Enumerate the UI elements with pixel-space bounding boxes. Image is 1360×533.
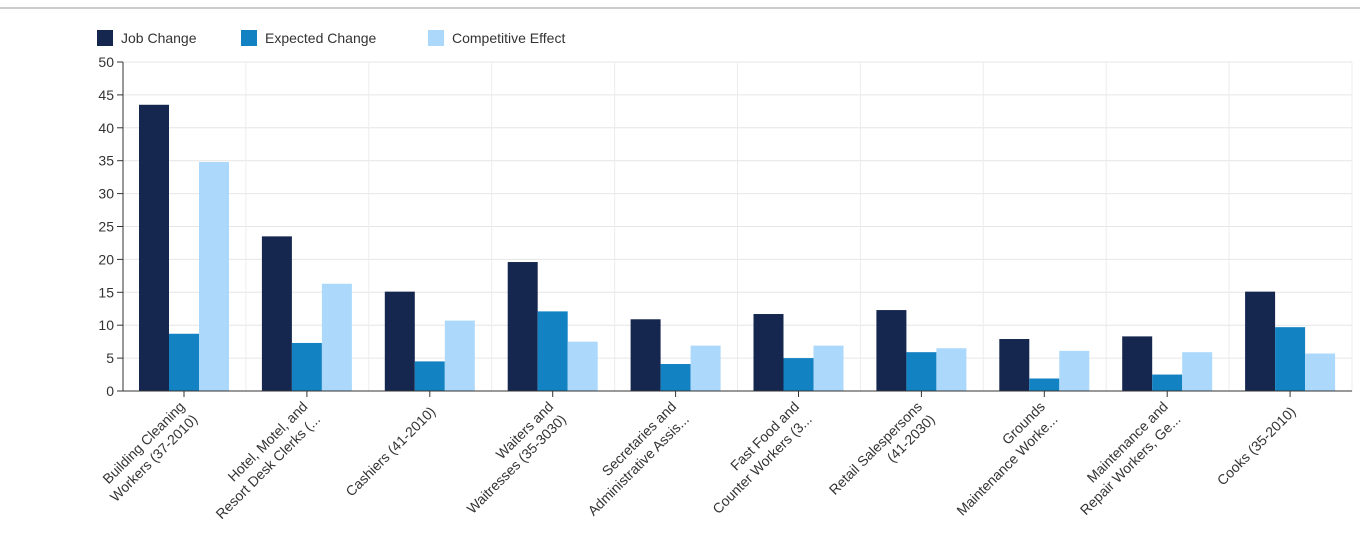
bar-expected-change[interactable] (783, 358, 814, 391)
y-tick-label: 45 (98, 87, 114, 103)
x-axis-category-labels: Building CleaningWorkers (37-2010) Hotel,… (94, 398, 1299, 522)
bar-competitive-effect[interactable] (567, 341, 598, 391)
y-tick-label: 15 (98, 284, 114, 300)
bar-job-change[interactable] (876, 310, 907, 391)
legend-label: Job Change (121, 30, 197, 46)
bar-expected-change[interactable] (906, 352, 937, 391)
legend-label: Expected Change (265, 30, 377, 46)
bar-expected-change[interactable] (414, 361, 445, 391)
bar-job-change[interactable] (999, 339, 1030, 391)
bar-competitive-effect[interactable] (690, 345, 721, 391)
legend-item-job-change[interactable]: Job Change (97, 30, 197, 46)
legend-item-expected-change[interactable]: Expected Change (241, 30, 377, 46)
x-category-label: Cashiers (41-2010) (342, 403, 438, 499)
bar-job-change[interactable] (261, 236, 292, 391)
x-category-label: Cooks (35-2010) (1214, 403, 1299, 488)
y-tick-label: 20 (98, 251, 114, 267)
bar-expected-change[interactable] (537, 311, 568, 391)
grid (122, 61, 1353, 392)
bar-competitive-effect[interactable] (199, 162, 229, 391)
legend-swatch (241, 30, 257, 46)
bar-expected-change[interactable] (660, 364, 691, 391)
x-category-label: Hotel, Motel, andResort Desk Clerks (... (200, 398, 324, 522)
y-tick-label: 5 (106, 350, 114, 366)
bar-expected-change[interactable] (291, 342, 322, 391)
bar-expected-change[interactable] (1029, 378, 1060, 391)
y-axis-tick-labels: 0 5 10 15 20 25 30 35 40 45 50 (98, 54, 114, 399)
legend-swatch (428, 30, 444, 46)
bar-expected-change[interactable] (1275, 327, 1306, 391)
bar-expected-change[interactable] (1152, 374, 1183, 391)
x-category-label: Maintenance andRepair Workers, Ge... (1064, 398, 1184, 518)
bar-competitive-effect[interactable] (321, 283, 352, 391)
y-tick-label: 30 (98, 186, 114, 202)
legend-item-competitive-effect[interactable]: Competitive Effect (428, 30, 565, 46)
y-tick-label: 50 (98, 54, 114, 70)
y-tick-label: 25 (98, 219, 114, 235)
bar-job-change[interactable] (1245, 291, 1276, 391)
bars (139, 104, 1336, 392)
bar-competitive-effect[interactable] (1182, 352, 1213, 391)
x-category-label: Waiters andWaitresses (35-3030) (451, 398, 569, 516)
bar-job-change[interactable] (630, 319, 661, 391)
legend-swatch (97, 30, 113, 46)
y-tick-label: 40 (98, 120, 114, 136)
y-tick-label: 10 (98, 317, 114, 333)
x-category-label: Retail Salespersons(41-2030) (826, 398, 938, 510)
axes (117, 61, 1352, 397)
x-category-label-line: Cooks (35-2010) (1214, 403, 1299, 488)
bar-expected-change[interactable] (169, 333, 199, 391)
bar-competitive-effect[interactable] (1305, 353, 1336, 391)
x-category-label: Secretaries andAdministrative Assis... (572, 398, 692, 518)
legend-label: Competitive Effect (452, 30, 565, 46)
x-category-label-line: Cashiers (41-2010) (342, 403, 438, 499)
y-tick-label: 0 (106, 383, 114, 399)
bar-job-change[interactable] (753, 314, 784, 391)
bar-job-change[interactable] (384, 291, 415, 391)
x-category-label: Building CleaningWorkers (37-2010) (94, 398, 200, 504)
x-category-label: GroundsMaintenance Worke... (941, 398, 1061, 518)
x-category-label: Fast Food andCounter Workers (3... (696, 398, 814, 516)
bar-competitive-effect[interactable] (813, 345, 844, 391)
bar-job-change[interactable] (139, 104, 169, 392)
bar-competitive-effect[interactable] (1059, 350, 1090, 391)
bar-job-change[interactable] (1122, 336, 1153, 391)
y-tick-label: 35 (98, 153, 114, 169)
bar-competitive-effect[interactable] (936, 348, 967, 391)
bar-job-change[interactable] (507, 262, 538, 391)
bar-competitive-effect[interactable] (444, 320, 475, 391)
legend[interactable]: Job Change Expected Change Competitive Eff… (97, 30, 565, 46)
x-category-label-line: Resort Desk Clerks (... (212, 411, 323, 522)
